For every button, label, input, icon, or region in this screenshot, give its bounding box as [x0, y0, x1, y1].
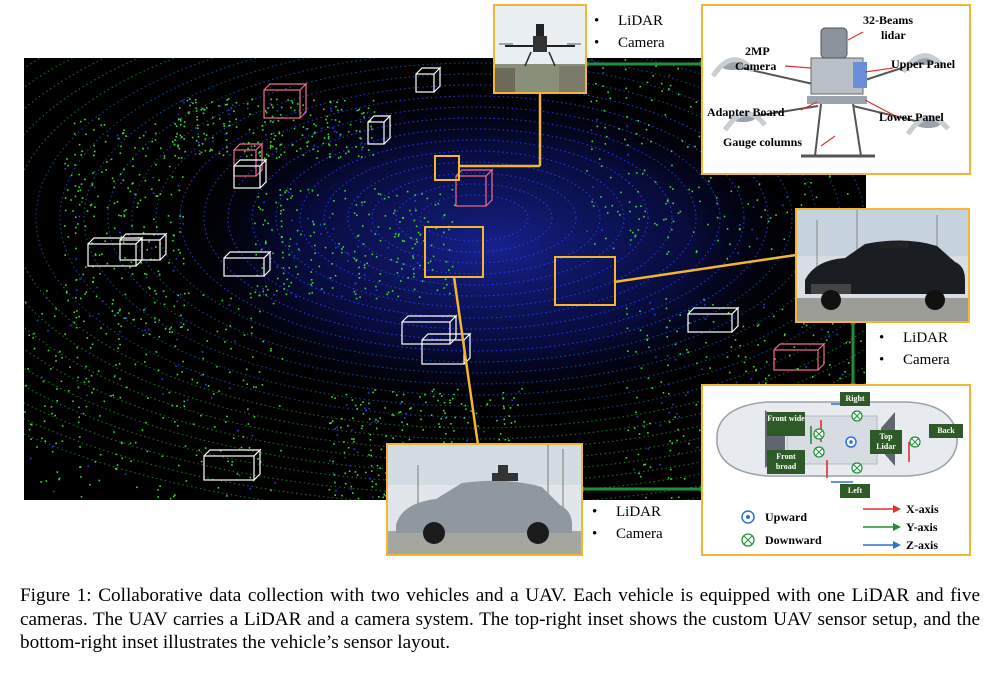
- legend-x-axis: X-axis: [906, 502, 939, 516]
- sensor-left: Left: [840, 484, 870, 498]
- vehicle2-sensor-list: LiDAR Camera: [592, 501, 663, 545]
- uav-sensor-lidar: LiDAR: [594, 10, 665, 32]
- label-2mp: 2MP: [745, 44, 770, 58]
- vehicle1-sensor-list: LiDAR Camera: [879, 327, 950, 371]
- label-lidar: lidar: [881, 28, 906, 42]
- uav-rig-drawing: [710, 27, 950, 158]
- vehicle2-sensor-camera: Camera: [592, 523, 663, 545]
- legend-y-axis: Y-axis: [906, 520, 938, 534]
- legend-upward: Upward: [765, 510, 808, 524]
- label-gauge-columns: Gauge columns: [723, 135, 803, 149]
- vehicle1-sensor-lidar: LiDAR: [879, 327, 950, 349]
- uav-photo: [493, 4, 587, 94]
- label-upper-panel: Upper Panel: [891, 57, 956, 71]
- label-adapter-board: Adapter Board: [707, 105, 785, 119]
- vehicle2-photo: [386, 443, 583, 556]
- sensor-back: Back: [929, 424, 963, 438]
- vehicle-sensor-layout-inset: Right Left Front wide Front broad Top Li…: [701, 384, 971, 556]
- uav-sensor-list: LiDAR Camera: [594, 10, 665, 54]
- label-camera: Camera: [735, 59, 777, 73]
- sensor-top-lidar: Top Lidar: [870, 430, 902, 454]
- vehicle1-sensor-camera: Camera: [879, 349, 950, 371]
- label-lower-panel: Lower Panel: [879, 110, 944, 124]
- uav-highlight-box: [434, 155, 460, 181]
- sensor-right: Right: [840, 392, 870, 406]
- figure-caption: Figure 1: Collaborative data collection …: [20, 585, 980, 653]
- uav-sensor-camera: Camera: [594, 32, 665, 54]
- sensor-front-broad: Front broad: [767, 450, 805, 474]
- sensor-front-wide: Front wide: [767, 412, 805, 436]
- uav-sensor-setup-inset: 32-Beams lidar 2MP Camera Upper Panel Ad…: [701, 4, 971, 175]
- label-32-beams: 32-Beams: [863, 13, 913, 27]
- legend-downward: Downward: [765, 533, 822, 547]
- vehicle1-photo: [795, 208, 970, 323]
- legend-z-axis: Z-axis: [906, 538, 939, 552]
- vehicle2-sensor-lidar: LiDAR: [592, 501, 663, 523]
